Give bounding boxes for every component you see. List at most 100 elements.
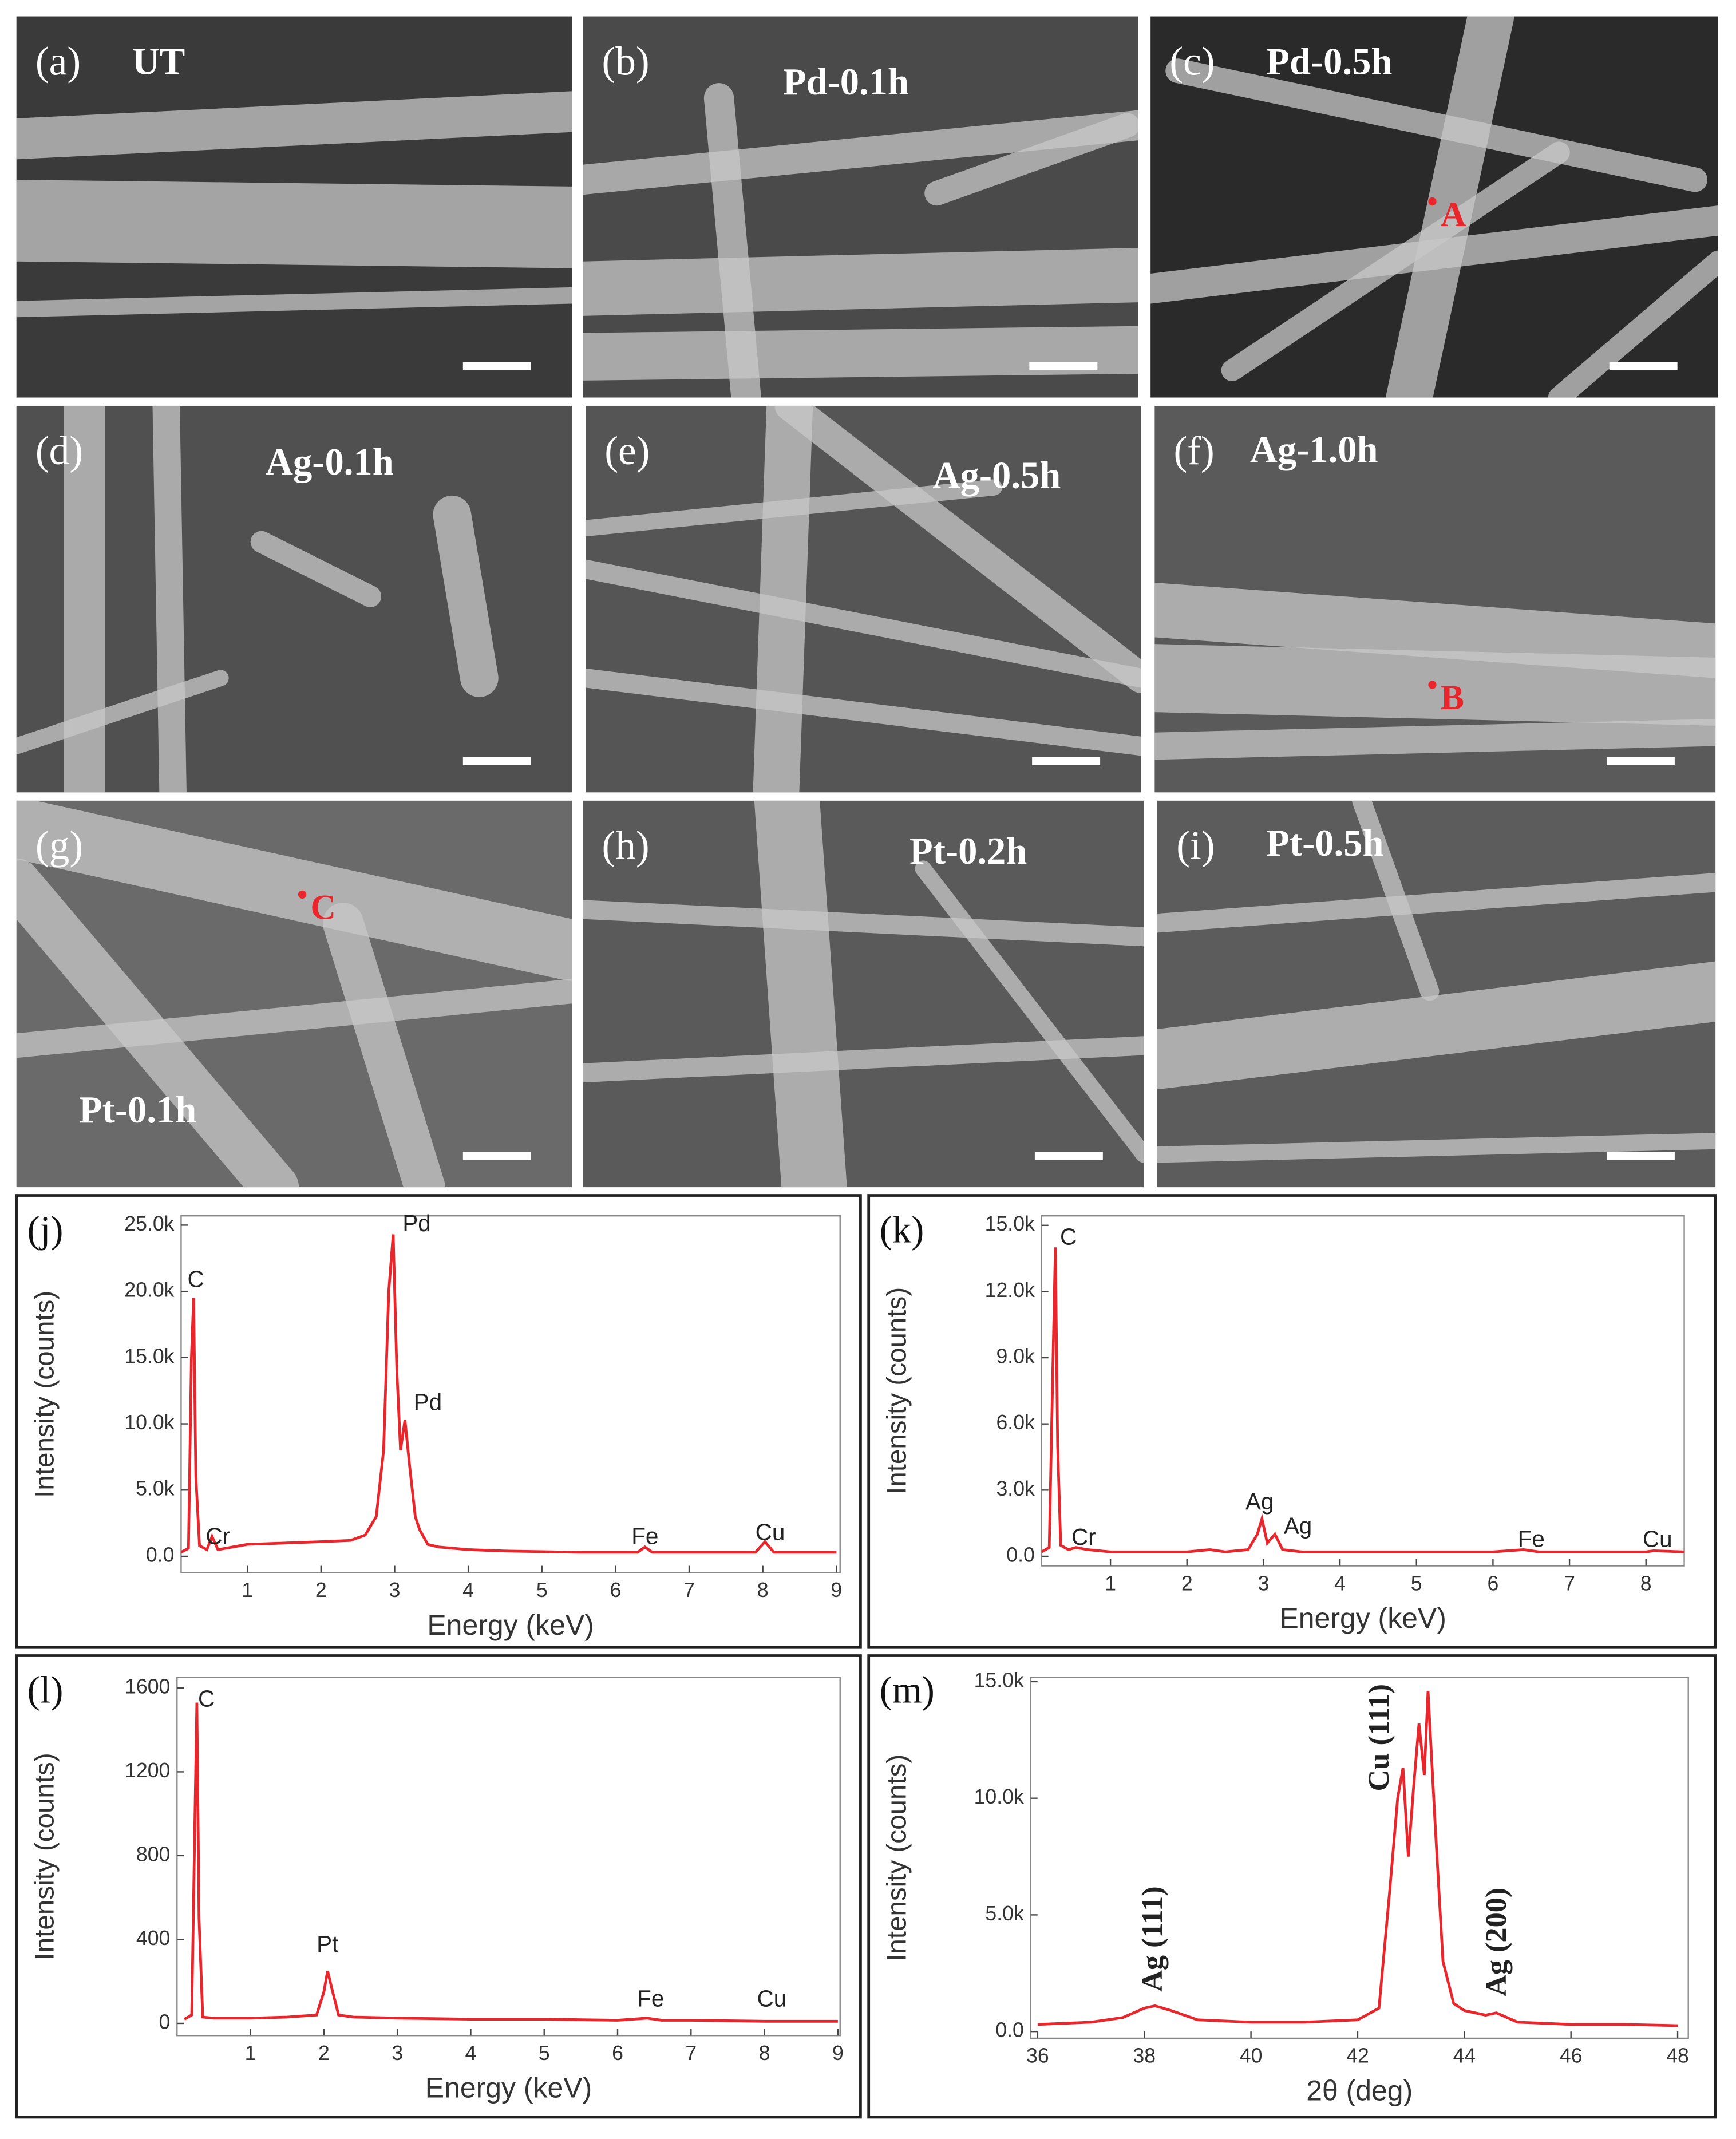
sem-content xyxy=(1154,405,1716,793)
x-tick-label: 7 xyxy=(683,1579,695,1602)
peak-annotation: C xyxy=(1060,1224,1077,1250)
peak-annotation: Ag xyxy=(1245,1488,1274,1515)
y-tick-label: 10.0k xyxy=(974,1785,1024,1808)
panel-label: (e) xyxy=(604,428,650,473)
peak-annotation: Pd xyxy=(402,1210,430,1236)
plot-area xyxy=(1030,1677,1689,2039)
x-tick-label: 5 xyxy=(1411,1572,1422,1595)
fiber xyxy=(585,479,1002,537)
fiber xyxy=(1154,718,1716,760)
fiber xyxy=(16,179,572,268)
peak-annotation: Pt xyxy=(317,1931,338,1957)
x-tick-label: 8 xyxy=(1640,1572,1652,1595)
fiber xyxy=(16,287,572,318)
fiber xyxy=(915,860,1144,1163)
peak-annotation: Ag (200) xyxy=(1480,1888,1513,1996)
chart-label: (m) xyxy=(880,1669,935,1711)
scale-bar xyxy=(462,1152,531,1160)
fiber xyxy=(1386,16,1514,398)
chart-label: (k) xyxy=(880,1209,924,1251)
panel-label: (d) xyxy=(35,428,83,473)
sem-image xyxy=(583,16,1138,398)
panel-title: Ag-0.1h xyxy=(266,441,394,483)
y-axis-label: Intensity (counts) xyxy=(882,1754,912,1962)
y-tick-label: 6.0k xyxy=(996,1411,1035,1434)
x-tick-label: 4 xyxy=(462,1579,474,1602)
fiber xyxy=(585,559,1141,688)
x-tick-label: 6 xyxy=(610,1579,621,1602)
fiber xyxy=(774,405,1141,693)
peak-annotation: Fe xyxy=(1518,1526,1545,1552)
y-tick-label: 10.0k xyxy=(124,1411,174,1434)
chart-frame xyxy=(867,1654,1717,2119)
y-tick-label: 0 xyxy=(159,2010,171,2033)
fiber xyxy=(1548,250,1719,398)
y-tick-label: 0.0 xyxy=(1006,1543,1035,1566)
sem-image xyxy=(16,800,572,1188)
x-tick-label: 46 xyxy=(1560,2045,1583,2067)
marker-label: C xyxy=(310,888,336,927)
plot-area xyxy=(180,1215,841,1573)
x-tick-label: 1 xyxy=(1105,1572,1116,1595)
fiber xyxy=(1154,583,1716,678)
y-tick-label: 0.0 xyxy=(146,1543,175,1566)
panel-label: (a) xyxy=(35,39,81,84)
plot-area xyxy=(1041,1215,1685,1567)
x-tick-label: 2 xyxy=(315,1579,327,1602)
scale-bar xyxy=(462,757,531,765)
x-tick-label: 48 xyxy=(1666,2045,1689,2067)
scale-bar xyxy=(462,362,531,371)
chart-label: (l) xyxy=(27,1669,64,1711)
x-tick-label: 44 xyxy=(1453,2045,1476,2067)
panel-title: Ag-1.0h xyxy=(1250,429,1378,470)
panel-title: UT xyxy=(132,41,185,82)
fiber xyxy=(1221,141,1570,382)
fiber xyxy=(1165,58,1707,192)
x-tick-label: 5 xyxy=(536,1579,548,1602)
x-tick-label: 4 xyxy=(1334,1572,1346,1595)
y-tick-label: 25.0k xyxy=(124,1212,174,1235)
x-axis-label: 2θ (deg) xyxy=(1306,2074,1413,2106)
chart-label: (j) xyxy=(27,1209,64,1251)
scale-bar xyxy=(1034,1152,1103,1160)
y-tick-label: 9.0k xyxy=(996,1345,1035,1367)
sem-content xyxy=(1150,16,1719,398)
marker-dot xyxy=(1428,681,1437,689)
x-axis-label: Energy (keV) xyxy=(427,1609,594,1641)
fiber xyxy=(16,800,572,981)
spectrum-line xyxy=(183,1702,838,2023)
x-axis-label: Energy (keV) xyxy=(425,2072,592,2104)
x-tick-label: 4 xyxy=(465,2042,477,2065)
x-axis-label: Energy (keV) xyxy=(1279,1602,1446,1634)
fiber xyxy=(1157,961,1716,1089)
fiber xyxy=(583,247,1138,316)
marker-dot xyxy=(298,890,307,899)
panel-title: Ag-0.5h xyxy=(932,455,1061,497)
x-tick-label: 9 xyxy=(832,2042,844,2065)
x-tick-label: 42 xyxy=(1346,2045,1369,2067)
y-tick-label: 1200 xyxy=(125,1759,170,1782)
fiber xyxy=(16,670,229,754)
x-tick-label: 2 xyxy=(318,2042,330,2065)
y-tick-label: 1600 xyxy=(125,1675,170,1698)
x-tick-label: 1 xyxy=(242,1579,253,1602)
spectrum-line xyxy=(1041,1247,1684,1553)
scale-bar xyxy=(1606,757,1675,765)
panel-label: (b) xyxy=(602,39,649,84)
chart-frame xyxy=(15,1654,862,2119)
sem-content xyxy=(583,16,1138,398)
x-tick-label: 7 xyxy=(685,2042,697,2065)
sem-content xyxy=(16,800,572,1188)
sem-image xyxy=(583,800,1144,1188)
fiber xyxy=(754,800,847,1188)
peak-annotation: C xyxy=(188,1266,204,1292)
x-tick-label: 36 xyxy=(1026,2045,1049,2067)
panel-title: Pt-0.1h xyxy=(79,1089,196,1131)
sem-image xyxy=(16,16,572,398)
sem-background xyxy=(583,800,1144,1188)
x-tick-label: 3 xyxy=(1257,1572,1269,1595)
scale-bar xyxy=(1609,362,1678,371)
y-tick-label: 5.0k xyxy=(136,1477,175,1500)
y-tick-label: 5.0k xyxy=(985,1902,1024,1925)
fiber xyxy=(583,900,1144,947)
